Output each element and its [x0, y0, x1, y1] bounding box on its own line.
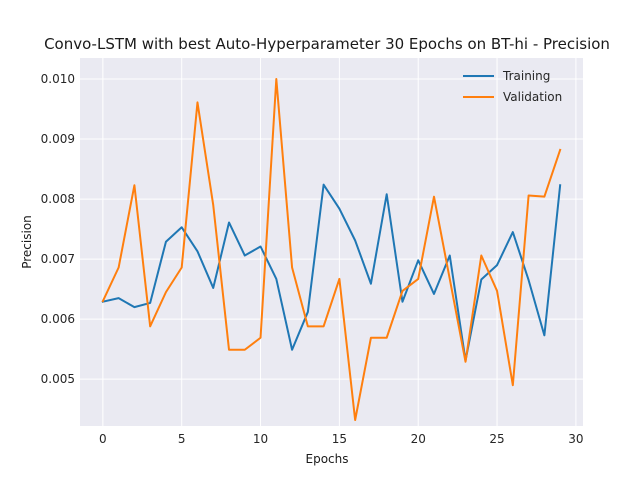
y-tick-label: 0.009 [41, 132, 75, 146]
y-tick-labels: 0.005 0.006 0.007 0.008 0.009 0.010 [41, 72, 75, 386]
series-line-training [101, 183, 562, 362]
legend-label-training: Training [502, 69, 550, 83]
x-tick-label: 15 [332, 432, 347, 446]
series-layer [101, 78, 562, 421]
plot-background [80, 58, 583, 426]
y-tick-label: 0.007 [41, 252, 75, 266]
x-tick-label: 20 [411, 432, 426, 446]
y-tick-label: 0.010 [41, 72, 75, 86]
x-tick-label: 5 [178, 432, 186, 446]
x-tick-label: 30 [568, 432, 583, 446]
y-axis-label: Precision [20, 215, 34, 269]
y-tick-label: 0.006 [41, 312, 75, 326]
x-tick-label: 25 [489, 432, 504, 446]
x-tick-label: 10 [253, 432, 268, 446]
x-tick-label: 0 [99, 432, 107, 446]
chart-title: Convo-LSTM with best Auto-Hyperparameter… [44, 35, 610, 53]
legend: Training Validation [463, 69, 562, 104]
y-tick-label: 0.008 [41, 192, 75, 206]
x-axis-label: Epochs [306, 452, 349, 466]
x-tick-labels: 0 5 10 15 20 25 30 [99, 432, 584, 446]
y-tick-label: 0.005 [41, 372, 75, 386]
series-line-validation [101, 78, 562, 421]
legend-label-validation: Validation [503, 90, 562, 104]
